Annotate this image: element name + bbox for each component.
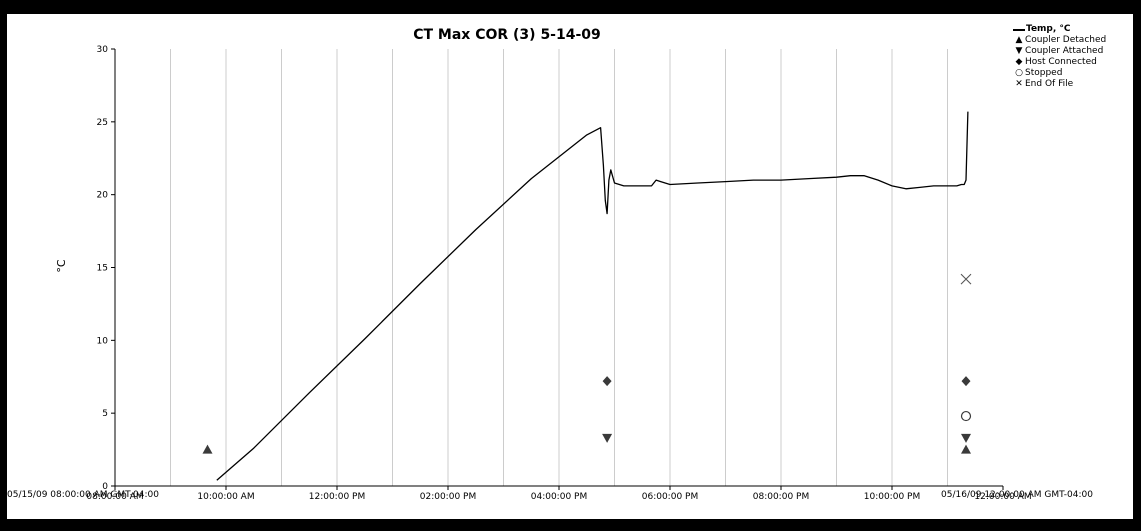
diamond-icon: ◆ [1015,57,1023,67]
y-tick-label: 0 [102,482,108,492]
chart-frame: CT Max COR (3) 5-14-09 0 5 10 15 20 25 30 08:0… [7,14,1133,519]
coupler-attached-marker [602,433,613,443]
host-connected-marker [602,376,612,387]
y-tick-label: 20 [97,191,109,201]
grid-lines [170,49,948,486]
coupler-detached-marker [202,444,213,454]
y-axis-label: °C [55,259,68,273]
x-end-label: 05/16/09 12:00:00 AM GMT-04:00 [941,490,1093,500]
end-of-file-stroke [960,273,972,285]
legend-label: Temp, °C [1026,24,1071,34]
legend-label: Host Connected [1025,57,1097,67]
x-tick-label: 12:00:00 PM [309,492,365,502]
legend-item-stopped: ○ Stopped [1013,68,1131,79]
line-icon [1013,28,1025,31]
x-tick-label: 06:00:00 PM [642,492,698,502]
y-tick-labels: 0 5 10 15 20 25 30 [97,45,115,492]
coupler-attached-marker [961,433,971,443]
y-tick-label: 30 [97,45,109,55]
legend-label: End Of File [1025,79,1074,89]
x-tick-label: 02:00:00 PM [420,492,476,502]
x-start-label: 05/15/09 08:00:00 AM GMT-04:00 [7,490,159,500]
chart-svg: CT Max COR (3) 5-14-09 0 5 10 15 20 25 30 08:0… [7,27,1093,502]
y-tick-label: 15 [97,264,108,274]
y-tick-label: 10 [97,336,109,346]
x-tick-label: 08:00:00 AM [86,492,143,502]
legend-label: Coupler Detached [1025,35,1107,45]
host-connected-marker [961,376,971,387]
x-tick-label: 10:00:00 AM [197,492,254,502]
triangle-down-icon: ▼ [1015,46,1023,56]
legend-label: Coupler Attached [1025,46,1104,56]
end-of-file-marker [960,273,972,285]
legend-label: Stopped [1025,68,1063,78]
x-tick-labels: 08:00:00 AM 10:00:00 AM 12:00:00 PM 02:00:0… [86,486,1032,502]
circle-icon: ○ [1015,68,1023,78]
legend-item-coupler-attached: ▼ Coupler Attached [1013,46,1131,57]
legend: Temp, °C ▲ Coupler Detached ▼ Coupler At… [1013,24,1131,90]
x-icon: ✕ [1015,79,1023,89]
x-tick-label: 10:00:00 PM [864,492,920,502]
y-tick-label: 5 [102,409,108,419]
temperature-series-line [216,111,969,481]
y-tick-label: 25 [97,118,108,128]
x-tick-label: 04:00:00 PM [531,492,587,502]
event-markers [202,273,972,454]
x-tick-label: 08:00:00 PM [753,492,809,502]
legend-item-end-of-file: ✕ End Of File [1013,79,1131,90]
triangle-up-icon: ▲ [1015,35,1023,45]
x-tick-label: 12:00:00 AM [974,492,1031,502]
legend-item-coupler-detached: ▲ Coupler Detached [1013,35,1131,46]
series-layer [216,111,969,481]
chart-title: CT Max COR (3) 5-14-09 [413,27,601,43]
legend-item-temp: Temp, °C [1013,24,1131,35]
coupler-detached-marker [961,444,971,454]
stopped-marker [960,410,972,422]
legend-item-host-connected: ◆ Host Connected [1013,57,1131,68]
